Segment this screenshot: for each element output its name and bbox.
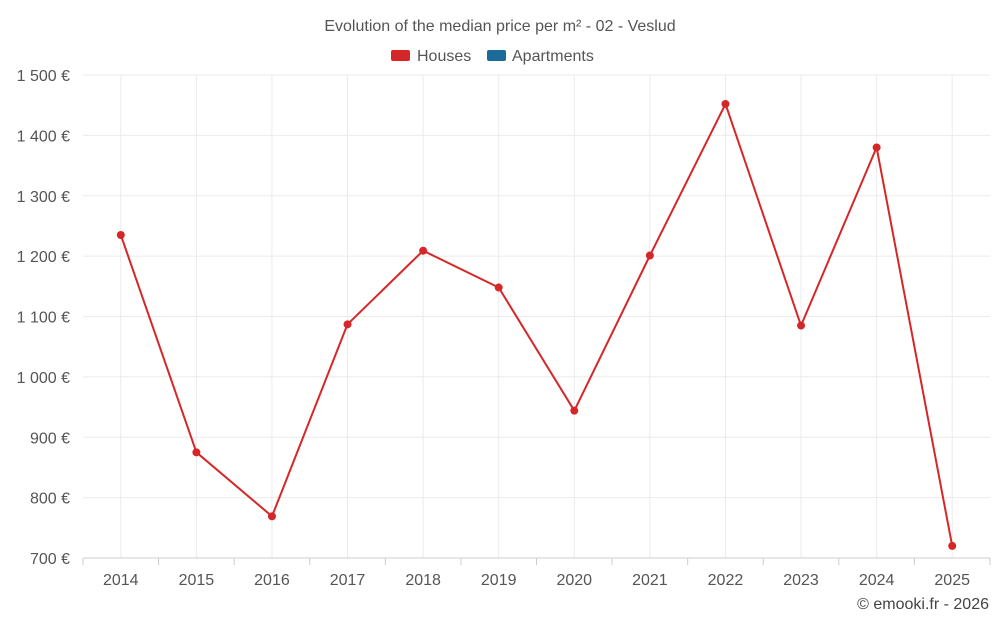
- data-point-houses[interactable]: [192, 448, 201, 457]
- y-tick-label: 1 200 €: [17, 249, 70, 266]
- legend-label-houses: Houses: [417, 48, 471, 65]
- y-tick-label: 800 €: [30, 491, 70, 508]
- axes: 700 € 800 € 900 € 1 000 € 1 100 € 1 200 € 1 30…: [17, 68, 991, 589]
- data-point-houses[interactable]: [267, 512, 276, 521]
- x-tick-label: 2014: [103, 572, 139, 589]
- copyright-text: © emooki.fr - 2026: [857, 596, 989, 613]
- data-point-houses[interactable]: [721, 99, 730, 108]
- data-point-houses[interactable]: [570, 406, 579, 415]
- y-tick-label: 1 000 €: [17, 370, 70, 387]
- legend-swatch-houses: [391, 50, 410, 61]
- x-tick-label: 2018: [405, 572, 441, 589]
- x-tick-label: 2024: [859, 572, 895, 589]
- chart-title: Evolution of the median price per m² - 0…: [324, 18, 675, 35]
- y-tick-label: 900 €: [30, 430, 70, 447]
- x-tick-label: 2015: [179, 572, 215, 589]
- legend-swatch-apartments: [487, 50, 506, 61]
- data-point-houses[interactable]: [116, 230, 125, 239]
- data-point-houses[interactable]: [343, 320, 352, 329]
- series: [116, 99, 957, 550]
- x-tick-label: 2021: [632, 572, 668, 589]
- y-tick-label: 1 400 €: [17, 128, 70, 145]
- x-tick-label: 2022: [708, 572, 744, 589]
- data-point-houses[interactable]: [948, 541, 957, 550]
- y-tick-label: 1 100 €: [17, 310, 70, 327]
- y-tick-label: 700 €: [30, 551, 70, 568]
- x-tick-label: 2020: [556, 572, 592, 589]
- legend-item-houses[interactable]: Houses: [391, 48, 471, 65]
- x-tick-label: 2019: [481, 572, 517, 589]
- x-tick-label: 2023: [783, 572, 819, 589]
- series-line-houses: [119, 103, 954, 547]
- x-tick-label: 2025: [934, 572, 970, 589]
- data-point-houses[interactable]: [645, 251, 654, 260]
- legend-item-apartments[interactable]: Apartments: [487, 48, 594, 65]
- legend-label-apartments: Apartments: [512, 48, 594, 65]
- grid: [83, 74, 990, 558]
- data-point-houses[interactable]: [494, 283, 503, 292]
- data-point-houses[interactable]: [797, 321, 806, 330]
- x-tick-label: 2017: [330, 572, 366, 589]
- legend: Houses Apartments: [391, 48, 594, 65]
- y-tick-label: 1 300 €: [17, 189, 70, 206]
- x-tick-label: 2016: [254, 572, 290, 589]
- data-point-houses[interactable]: [419, 246, 428, 255]
- y-tick-label: 1 500 €: [17, 68, 70, 85]
- data-point-houses[interactable]: [872, 143, 881, 152]
